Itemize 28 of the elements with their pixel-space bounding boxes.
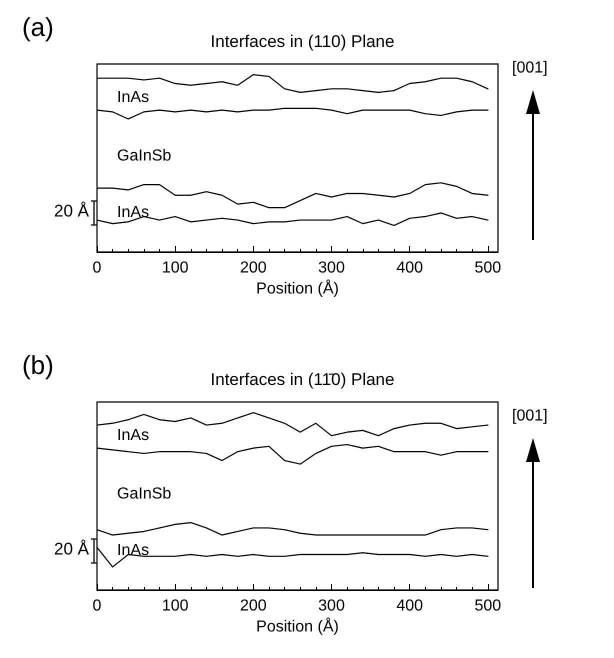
- x-tick-label: 100: [162, 260, 189, 276]
- x-tick-label: 0: [92, 260, 102, 276]
- text: [001]: [512, 408, 548, 424]
- x-axis-title: Position (Å): [256, 617, 339, 636]
- annotation: GaInSb: [117, 148, 172, 164]
- x-tick-label: 300: [318, 598, 345, 614]
- text: 20 Å: [54, 540, 90, 559]
- x-axis-title: Position (Å): [256, 279, 339, 298]
- x-tick-label: 400: [396, 260, 424, 276]
- text: [001]: [512, 60, 548, 76]
- text: 20 Å: [54, 202, 90, 221]
- x-tick-label: 200: [240, 598, 267, 614]
- text: (a): [22, 12, 54, 42]
- annotation: InAs: [117, 542, 150, 559]
- x-tick-label: 100: [162, 598, 189, 614]
- x-tick-label: 500: [474, 260, 502, 276]
- x-tick-label: 300: [318, 260, 345, 276]
- x-tick-label: 0: [92, 598, 102, 614]
- annotation: InAs: [117, 89, 150, 106]
- annotation: GaInSb: [117, 486, 172, 502]
- x-tick-label: 500: [474, 598, 502, 614]
- chart-title: Interfaces in (110) Plane: [210, 32, 394, 51]
- annotation: InAs: [117, 427, 150, 444]
- chart-title: Interfaces in (11̄0) Plane: [210, 370, 394, 389]
- x-tick-label: 400: [396, 598, 424, 614]
- annotation: InAs: [117, 204, 150, 221]
- text: (b): [22, 350, 54, 380]
- x-tick-label: 200: [240, 260, 267, 276]
